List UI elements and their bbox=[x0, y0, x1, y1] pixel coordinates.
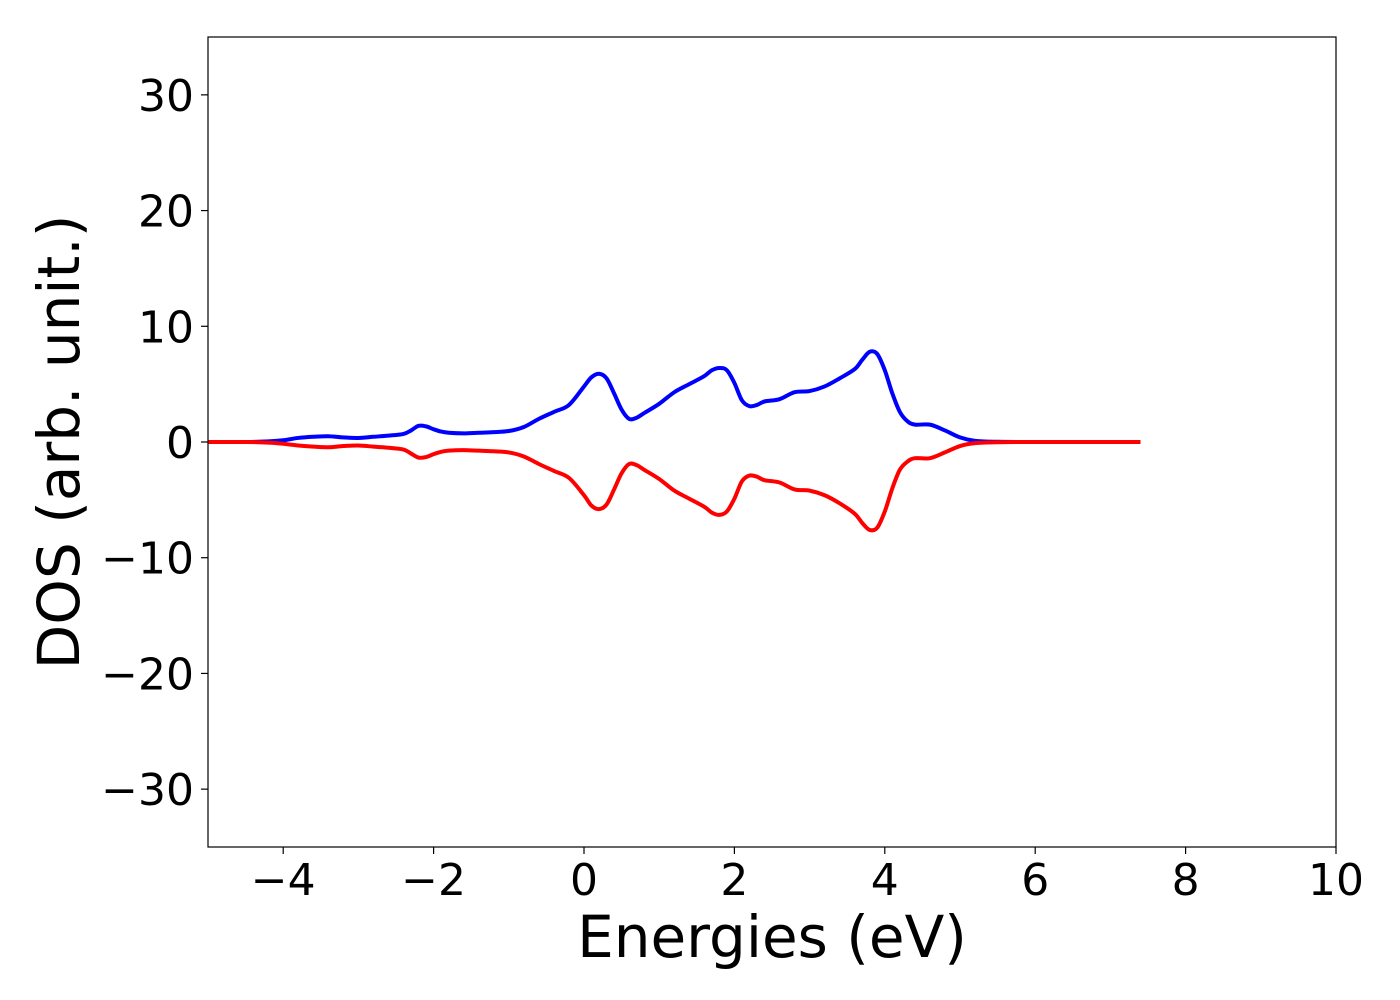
series-layer bbox=[208, 349, 1141, 533]
x-tick-label: −2 bbox=[401, 855, 466, 906]
x-tick-label: 2 bbox=[720, 855, 748, 906]
dos-line-positive bbox=[208, 349, 1141, 445]
y-tick-label: −10 bbox=[101, 534, 194, 585]
x-tick-label: 10 bbox=[1308, 855, 1364, 906]
y-tick-label: 0 bbox=[166, 418, 194, 469]
plot-frame bbox=[207, 36, 1337, 848]
y-tick-label: 20 bbox=[138, 187, 194, 238]
y-tick-label: −30 bbox=[101, 765, 194, 816]
x-tick-label: −4 bbox=[251, 855, 316, 906]
y-axis-label: DOS (arb. unit.) bbox=[25, 215, 93, 670]
x-tick-label: 8 bbox=[1172, 855, 1200, 906]
dos-line-negative bbox=[208, 439, 1141, 533]
x-tick-label: 4 bbox=[871, 855, 899, 906]
x-axis-label: Energies (eV) bbox=[577, 903, 967, 971]
y-tick-label: 30 bbox=[138, 71, 194, 122]
y-tick-label: −20 bbox=[101, 649, 194, 700]
y-tick-label: 10 bbox=[138, 302, 194, 353]
x-tick-label: 6 bbox=[1021, 855, 1049, 906]
x-tick-label: 0 bbox=[570, 855, 598, 906]
